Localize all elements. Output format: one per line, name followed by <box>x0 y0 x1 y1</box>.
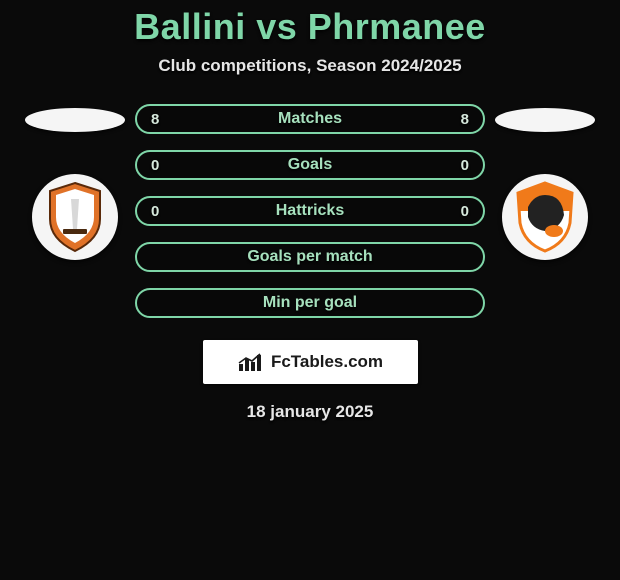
right-column <box>485 104 605 260</box>
stat-row-gpm: Goals per match <box>135 242 485 272</box>
team-badge-left[interactable] <box>32 174 118 260</box>
main-row: 8Matches80Goals00Hattricks0Goals per mat… <box>0 104 620 318</box>
stat-label: Matches <box>137 110 483 128</box>
date-label: 18 january 2025 <box>0 402 620 422</box>
player-right-placeholder <box>495 108 595 132</box>
stat-left-value: 0 <box>151 203 159 220</box>
stat-left-value: 0 <box>151 157 159 174</box>
stat-label: Min per goal <box>137 294 483 312</box>
stat-row-matches: 8Matches8 <box>135 104 485 134</box>
stat-row-hattricks: 0Hattricks0 <box>135 196 485 226</box>
team-badge-right[interactable] <box>502 174 588 260</box>
stat-right-value: 8 <box>461 111 469 128</box>
player-left-placeholder <box>25 108 125 132</box>
stat-row-mpg: Min per goal <box>135 288 485 318</box>
left-column <box>15 104 135 260</box>
brand-link[interactable]: FcTables.com <box>203 340 418 384</box>
stat-label: Goals per match <box>137 248 483 266</box>
stat-label: Hattricks <box>137 202 483 220</box>
page-title: Ballini vs Phrmanee <box>0 6 620 48</box>
brand-name: FcTables.com <box>271 352 383 372</box>
shield-icon <box>44 181 106 253</box>
stat-right-value: 0 <box>461 157 469 174</box>
bar-chart-icon <box>237 351 265 373</box>
stats-column: 8Matches80Goals00Hattricks0Goals per mat… <box>135 104 485 318</box>
shield-icon <box>514 181 576 253</box>
stat-label: Goals <box>137 156 483 174</box>
stat-right-value: 0 <box>461 203 469 220</box>
stat-left-value: 8 <box>151 111 159 128</box>
subtitle: Club competitions, Season 2024/2025 <box>0 56 620 76</box>
stat-row-goals: 0Goals0 <box>135 150 485 180</box>
comparison-container: Ballini vs Phrmanee Club competitions, S… <box>0 0 620 422</box>
